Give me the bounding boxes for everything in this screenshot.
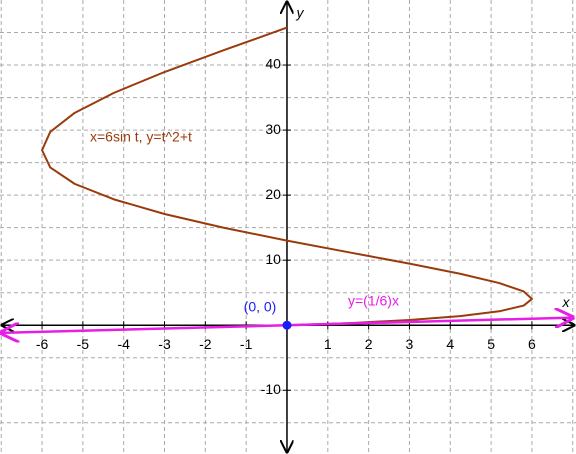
x-tick-label: -2 — [199, 336, 212, 352]
x-axis-label: x — [562, 294, 571, 310]
y-axis-label: y — [295, 5, 304, 21]
x-tick-label: 3 — [406, 336, 414, 352]
x-tick-label: -1 — [240, 336, 253, 352]
x-tick-label: -6 — [36, 336, 49, 352]
x-tick-label: -5 — [77, 336, 90, 352]
y-tick-label: -10 — [261, 381, 281, 397]
y-tick-label: 30 — [265, 121, 281, 137]
y-tick-label: 10 — [265, 251, 281, 267]
x-tick-label: 5 — [487, 336, 495, 352]
x-tick-label: -4 — [117, 336, 130, 352]
x-tick-label: 2 — [365, 336, 373, 352]
y-tick-label: 40 — [265, 56, 281, 72]
x-tick-label: 6 — [528, 336, 536, 352]
annotation: y=(1/6)x — [348, 293, 399, 309]
x-tick-label: 4 — [446, 336, 454, 352]
annotation: x=6sin t, y=t^2+t — [90, 129, 192, 145]
x-tick-label: 1 — [324, 336, 332, 352]
point — [282, 320, 292, 330]
annotation: (0, 0) — [244, 299, 277, 315]
x-tick-label: -3 — [158, 336, 171, 352]
y-tick-label: 20 — [265, 186, 281, 202]
